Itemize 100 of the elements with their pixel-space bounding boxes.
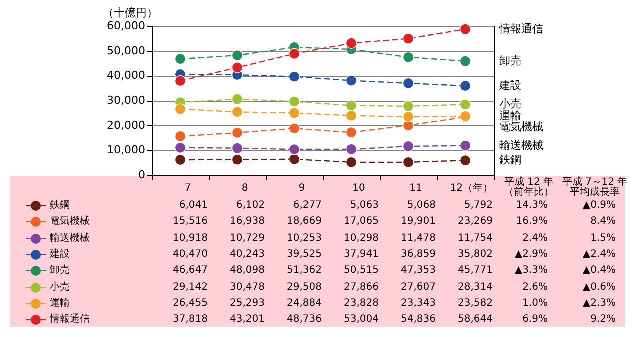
x-tick-label: 12（年） [450,183,493,194]
y-tick-label: 40,000 [107,69,146,82]
data-label: 11,478 [400,232,436,245]
text: 8.4% [590,216,616,228]
legend-label: 運輸 [50,298,70,310]
point [346,38,358,49]
text: 平成 7～12 年 [562,177,628,188]
data-label: 29,508 [286,282,322,294]
text: ▲0.4% [582,265,616,278]
text: 16.9% [515,216,548,228]
data-label: 28,314 [457,282,493,294]
text: ▲0.9% [582,200,616,212]
data-label: 48,098 [229,265,265,278]
data-label: 37,818 [172,314,208,326]
data-label: 23,343 [400,298,436,310]
data-label: 40,470 [172,248,208,261]
point [460,99,472,110]
data-label: 5,068 [406,200,436,212]
point [346,144,358,155]
text: ▲2.4% [582,248,616,261]
point [288,96,300,108]
text: 6.9% [522,314,548,326]
point [346,156,358,168]
x-tick-label: 7 [184,183,192,195]
data-label: 43,201 [229,314,265,326]
point [174,130,186,142]
point [174,76,186,87]
point [460,56,472,67]
text: 1.0% [522,298,548,310]
data-label: 23,582 [457,298,493,310]
y-tick-label: 0 [138,168,146,182]
point [402,100,414,112]
data-label: 27,866 [343,282,379,294]
data-label: 19,901 [400,216,436,228]
data-label: 23,828 [343,298,379,310]
data-label: 11,754 [457,232,493,245]
data-label: 54,836 [400,314,436,326]
text: 建設 [500,79,522,92]
point [460,80,472,92]
y-tick-label: 10,000 [107,144,146,157]
data-label: 45,771 [457,265,493,278]
point [402,112,414,123]
data-label: 17,065 [343,216,379,228]
point [288,123,300,134]
point [346,75,358,86]
point [288,108,300,119]
point [402,78,414,89]
data-label: 37,941 [343,248,379,261]
data-label: 27,607 [400,282,436,294]
data-label: 6,102 [235,200,265,212]
text: 運輸 [500,109,522,122]
data-label: 53,004 [343,314,379,326]
point [232,127,244,138]
text: 輸送機械 [500,138,544,152]
text: ▲0.6% [582,282,616,294]
point [232,142,244,154]
text: 14.3% [515,200,548,212]
data-label: 18,669 [286,216,322,228]
point [346,110,358,122]
data-label: 30,478 [229,282,265,294]
text: 2.4% [522,232,548,245]
data-label: 36,859 [400,248,436,261]
data-label: 23,269 [457,216,493,228]
legend-label: 電気機械 [50,216,90,228]
data-label: 10,918 [172,232,208,245]
data-label: 47,353 [400,265,436,278]
legend-label: 建設 [50,248,70,261]
data-label: 6,277 [292,200,322,212]
point [174,154,186,166]
text: ▲2.9% [514,248,548,261]
y-tick-label: 30,000 [107,94,146,107]
data-label: 26,455 [172,298,208,310]
legend-label: 情報通信 [50,314,90,326]
legend-label: 小売 [50,282,70,294]
text: 電気機械 [500,120,544,134]
legend-label: 卸売 [50,265,70,278]
data-label: 51,362 [286,265,322,278]
point [288,154,300,165]
y-axis-title: （十億円） [103,6,158,20]
data-label: 50,515 [343,265,379,278]
point [460,140,472,152]
point [232,50,244,62]
point [460,155,472,166]
point [232,106,244,118]
data-label: 29,142 [172,282,208,294]
point [402,156,414,168]
data-label: 48,736 [286,314,322,326]
text: ▲3.3% [514,265,548,278]
text: ▲2.3% [582,298,616,310]
text: 卸売 [500,54,522,68]
text: 平均成長率 [569,187,621,199]
data-label: 10,298 [343,232,379,245]
text: 1.5% [590,232,616,245]
data-label: 46,647 [172,265,208,278]
data-label: 15,516 [172,216,208,228]
point [232,154,244,166]
point [402,33,414,44]
data-label: 10,253 [286,232,322,245]
text: 鉄鋼 [500,154,522,167]
y-tick-label: 60,000 [107,20,146,32]
